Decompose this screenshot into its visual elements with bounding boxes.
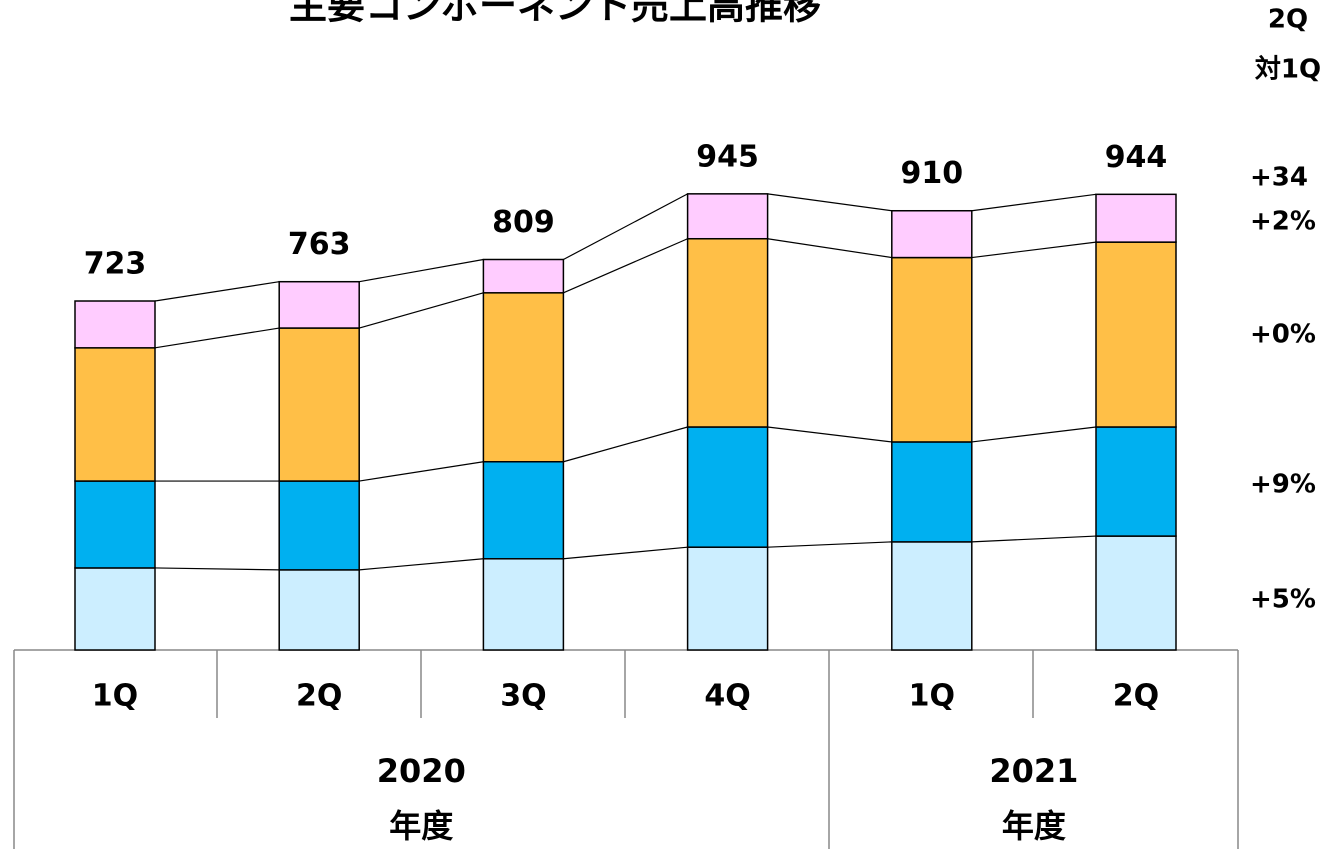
bar-segment [74,567,156,651]
connector [563,546,688,560]
x-tick-label: 2Q [296,679,342,714]
bar-segment [686,546,769,651]
bar-segment [278,327,360,482]
bar-segment [1095,535,1177,651]
bar-segment [278,480,360,571]
bar-segment [278,569,360,651]
change-label: +34 [1250,163,1308,193]
bar-segment [278,280,360,329]
connector [971,193,1097,212]
bar-segment [1095,193,1177,243]
connector [154,281,280,302]
group-label: 2020 [377,752,466,790]
group-label: 年度 [1002,807,1066,845]
connector [563,238,688,294]
chart-title: 主要コンポーネント売上高推移 [289,0,821,28]
total-label: 910 [900,156,963,191]
connector [359,558,484,571]
connector [767,426,892,443]
connector [359,292,484,329]
bar-segment [74,480,156,569]
total-label: 723 [84,247,147,282]
x-tick-label: 3Q [500,679,546,714]
bar-segment [891,209,973,259]
bar-segment [686,426,769,548]
connector [359,461,484,482]
connector [971,426,1097,443]
x-tick-label: 1Q [92,679,138,714]
x-tick-label: 2Q [1113,679,1159,714]
bar-segment [891,541,973,651]
change-label: +0% [1250,320,1316,350]
connector [971,535,1097,543]
connector [767,193,892,212]
change-header: 2Q [1268,5,1308,35]
change-label: +5% [1250,585,1316,615]
bar-segment [891,256,973,443]
total-label: 944 [1105,140,1168,175]
bar-segment [482,460,565,560]
group-label: 2021 [989,752,1078,790]
bar-segment [482,292,565,463]
bar-segment [891,441,973,543]
connector [154,327,280,349]
total-label: 763 [288,227,351,262]
connector [359,258,484,283]
connector [154,567,280,571]
bar-segment [686,237,769,428]
change-header: 対1Q [1255,55,1321,85]
bar-segment [74,300,156,349]
total-label: 809 [492,205,555,240]
connector [971,241,1097,259]
x-tick-label: 1Q [909,679,955,714]
bar-segment [74,347,156,482]
bar-segment [482,558,565,651]
connector [767,238,892,259]
change-label: +2% [1250,207,1316,237]
total-label: 945 [696,139,759,174]
connector [563,426,688,463]
change-label: +9% [1250,470,1316,500]
connector [563,193,688,261]
category-table [13,649,1239,849]
group-label: 年度 [389,807,453,845]
bar-segment [1095,426,1177,537]
bar-segment [482,258,565,294]
connector [767,541,892,548]
bar-segment [1095,241,1177,428]
x-tick-label: 4Q [704,679,750,714]
bar-segment [686,193,769,240]
